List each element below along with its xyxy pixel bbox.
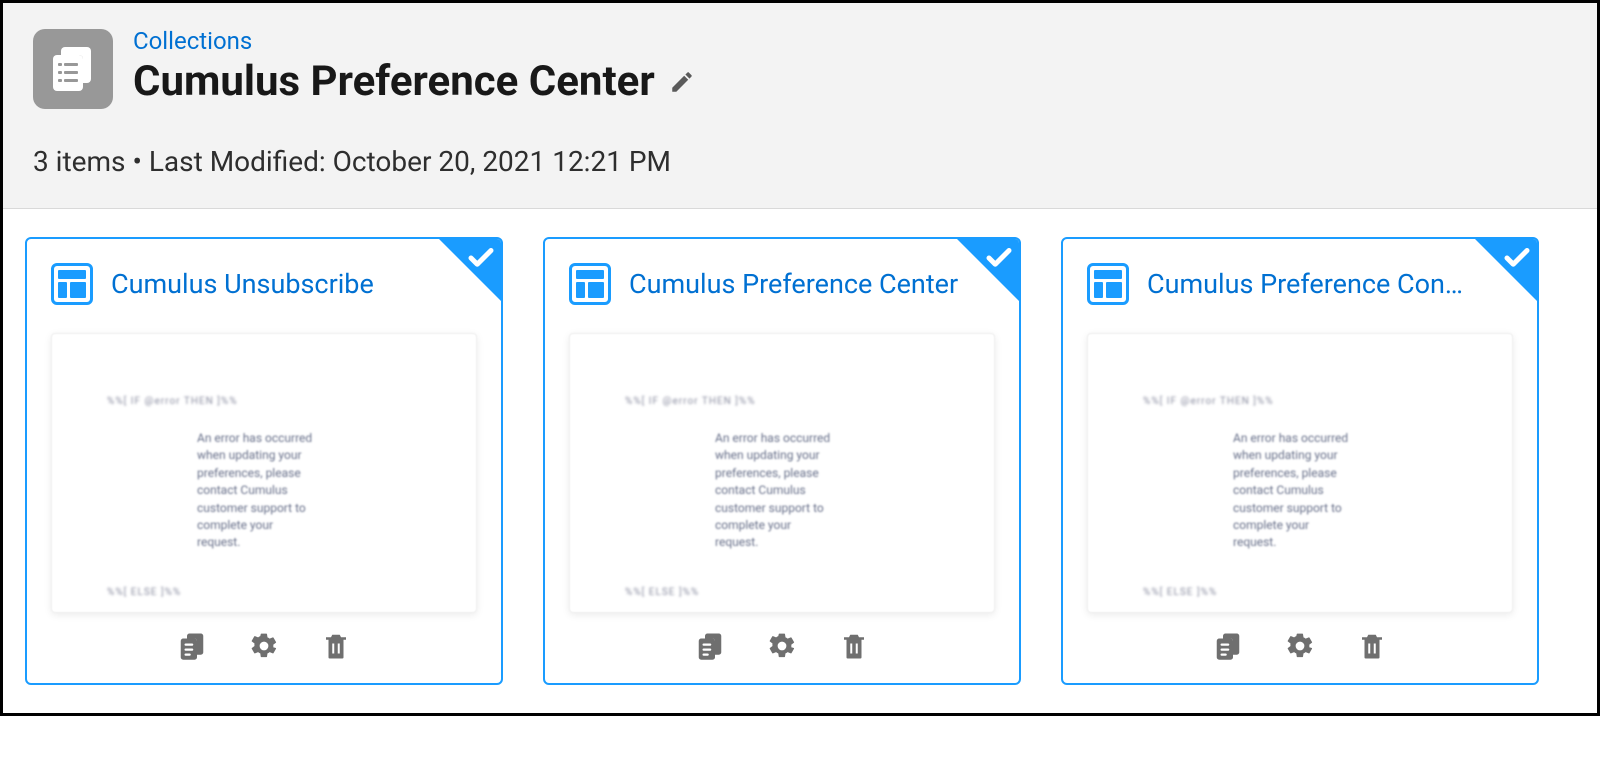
thumb-bottom-text: %%[ ELSE ]%% bbox=[1143, 587, 1217, 598]
gear-icon bbox=[767, 631, 797, 661]
duplicate-button[interactable] bbox=[1211, 629, 1245, 663]
page-header: Collections Cumulus Preference Center 3 … bbox=[3, 3, 1597, 209]
copy-icon bbox=[1213, 631, 1243, 661]
document-stack-icon bbox=[47, 43, 99, 95]
card-actions bbox=[27, 619, 501, 683]
trash-icon bbox=[839, 631, 869, 661]
selected-checkmark bbox=[1502, 243, 1532, 277]
selected-checkmark bbox=[466, 243, 496, 277]
thumb-bottom-text: %%[ ELSE ]%% bbox=[107, 587, 181, 598]
pencil-icon bbox=[669, 69, 695, 95]
trash-icon bbox=[321, 631, 351, 661]
title-row: Collections Cumulus Preference Center bbox=[33, 29, 1567, 109]
page-title: Cumulus Preference Center bbox=[133, 56, 655, 109]
app-frame: Collections Cumulus Preference Center 3 … bbox=[0, 0, 1600, 716]
card-title-row: Cumulus Preference Confirmation bbox=[1063, 239, 1537, 315]
card-title-link[interactable]: Cumulus Unsubscribe bbox=[111, 268, 374, 300]
thumb-body-text: An error has occurred when updating your… bbox=[1233, 430, 1353, 552]
card-thumbnail: %%[ IF @error THEN ]%% An error has occu… bbox=[569, 333, 995, 613]
settings-button[interactable] bbox=[247, 629, 281, 663]
card-title-row: Cumulus Unsubscribe bbox=[27, 239, 501, 315]
card-actions bbox=[1063, 619, 1537, 683]
duplicate-button[interactable] bbox=[693, 629, 727, 663]
check-icon bbox=[984, 243, 1014, 273]
copy-icon bbox=[695, 631, 725, 661]
trash-icon bbox=[1357, 631, 1387, 661]
delete-button[interactable] bbox=[837, 629, 871, 663]
card-actions bbox=[545, 619, 1019, 683]
cloud-page-type-icon bbox=[569, 263, 611, 305]
card-thumbnail: %%[ IF @error THEN ]%% An error has occu… bbox=[51, 333, 477, 613]
settings-button[interactable] bbox=[1283, 629, 1317, 663]
settings-button[interactable] bbox=[765, 629, 799, 663]
breadcrumb-collections[interactable]: Collections bbox=[133, 27, 695, 56]
card-thumbnail-wrap: %%[ IF @error THEN ]%% An error has occu… bbox=[1063, 315, 1537, 619]
thumb-body-text: An error has occurred when updating your… bbox=[715, 430, 835, 552]
thumb-bottom-text: %%[ ELSE ]%% bbox=[625, 587, 699, 598]
card-thumbnail-wrap: %%[ IF @error THEN ]%% An error has occu… bbox=[27, 315, 501, 619]
gear-icon bbox=[249, 631, 279, 661]
thumb-top-text: %%[ IF @error THEN ]%% bbox=[1143, 396, 1274, 407]
card-thumbnail-wrap: %%[ IF @error THEN ]%% An error has occu… bbox=[545, 315, 1019, 619]
card-title-link[interactable]: Cumulus Preference Confirmation bbox=[1147, 268, 1477, 300]
cards-container: Cumulus Unsubscribe %%[ IF @error THEN ]… bbox=[3, 209, 1597, 713]
header-meta: 3 items • Last Modified: October 20, 202… bbox=[33, 145, 1567, 178]
content-card[interactable]: Cumulus Preference Center %%[ IF @error … bbox=[543, 237, 1021, 685]
card-thumbnail: %%[ IF @error THEN ]%% An error has occu… bbox=[1087, 333, 1513, 613]
delete-button[interactable] bbox=[319, 629, 353, 663]
page-title-row: Cumulus Preference Center bbox=[133, 56, 695, 109]
copy-icon bbox=[177, 631, 207, 661]
card-title-row: Cumulus Preference Center bbox=[545, 239, 1019, 315]
thumb-top-text: %%[ IF @error THEN ]%% bbox=[107, 396, 238, 407]
check-icon bbox=[466, 243, 496, 273]
gear-icon bbox=[1285, 631, 1315, 661]
content-card[interactable]: Cumulus Unsubscribe %%[ IF @error THEN ]… bbox=[25, 237, 503, 685]
check-icon bbox=[1502, 243, 1532, 273]
duplicate-button[interactable] bbox=[175, 629, 209, 663]
edit-title-button[interactable] bbox=[669, 69, 695, 95]
selected-checkmark bbox=[984, 243, 1014, 277]
thumb-body-text: An error has occurred when updating your… bbox=[197, 430, 317, 552]
cloud-page-type-icon bbox=[1087, 263, 1129, 305]
thumb-top-text: %%[ IF @error THEN ]%% bbox=[625, 396, 756, 407]
collection-header-icon bbox=[33, 29, 113, 109]
content-card[interactable]: Cumulus Preference Confirmation %%[ IF @… bbox=[1061, 237, 1539, 685]
cloud-page-type-icon bbox=[51, 263, 93, 305]
delete-button[interactable] bbox=[1355, 629, 1389, 663]
card-title-link[interactable]: Cumulus Preference Center bbox=[629, 268, 958, 300]
title-text-column: Collections Cumulus Preference Center bbox=[133, 29, 695, 108]
